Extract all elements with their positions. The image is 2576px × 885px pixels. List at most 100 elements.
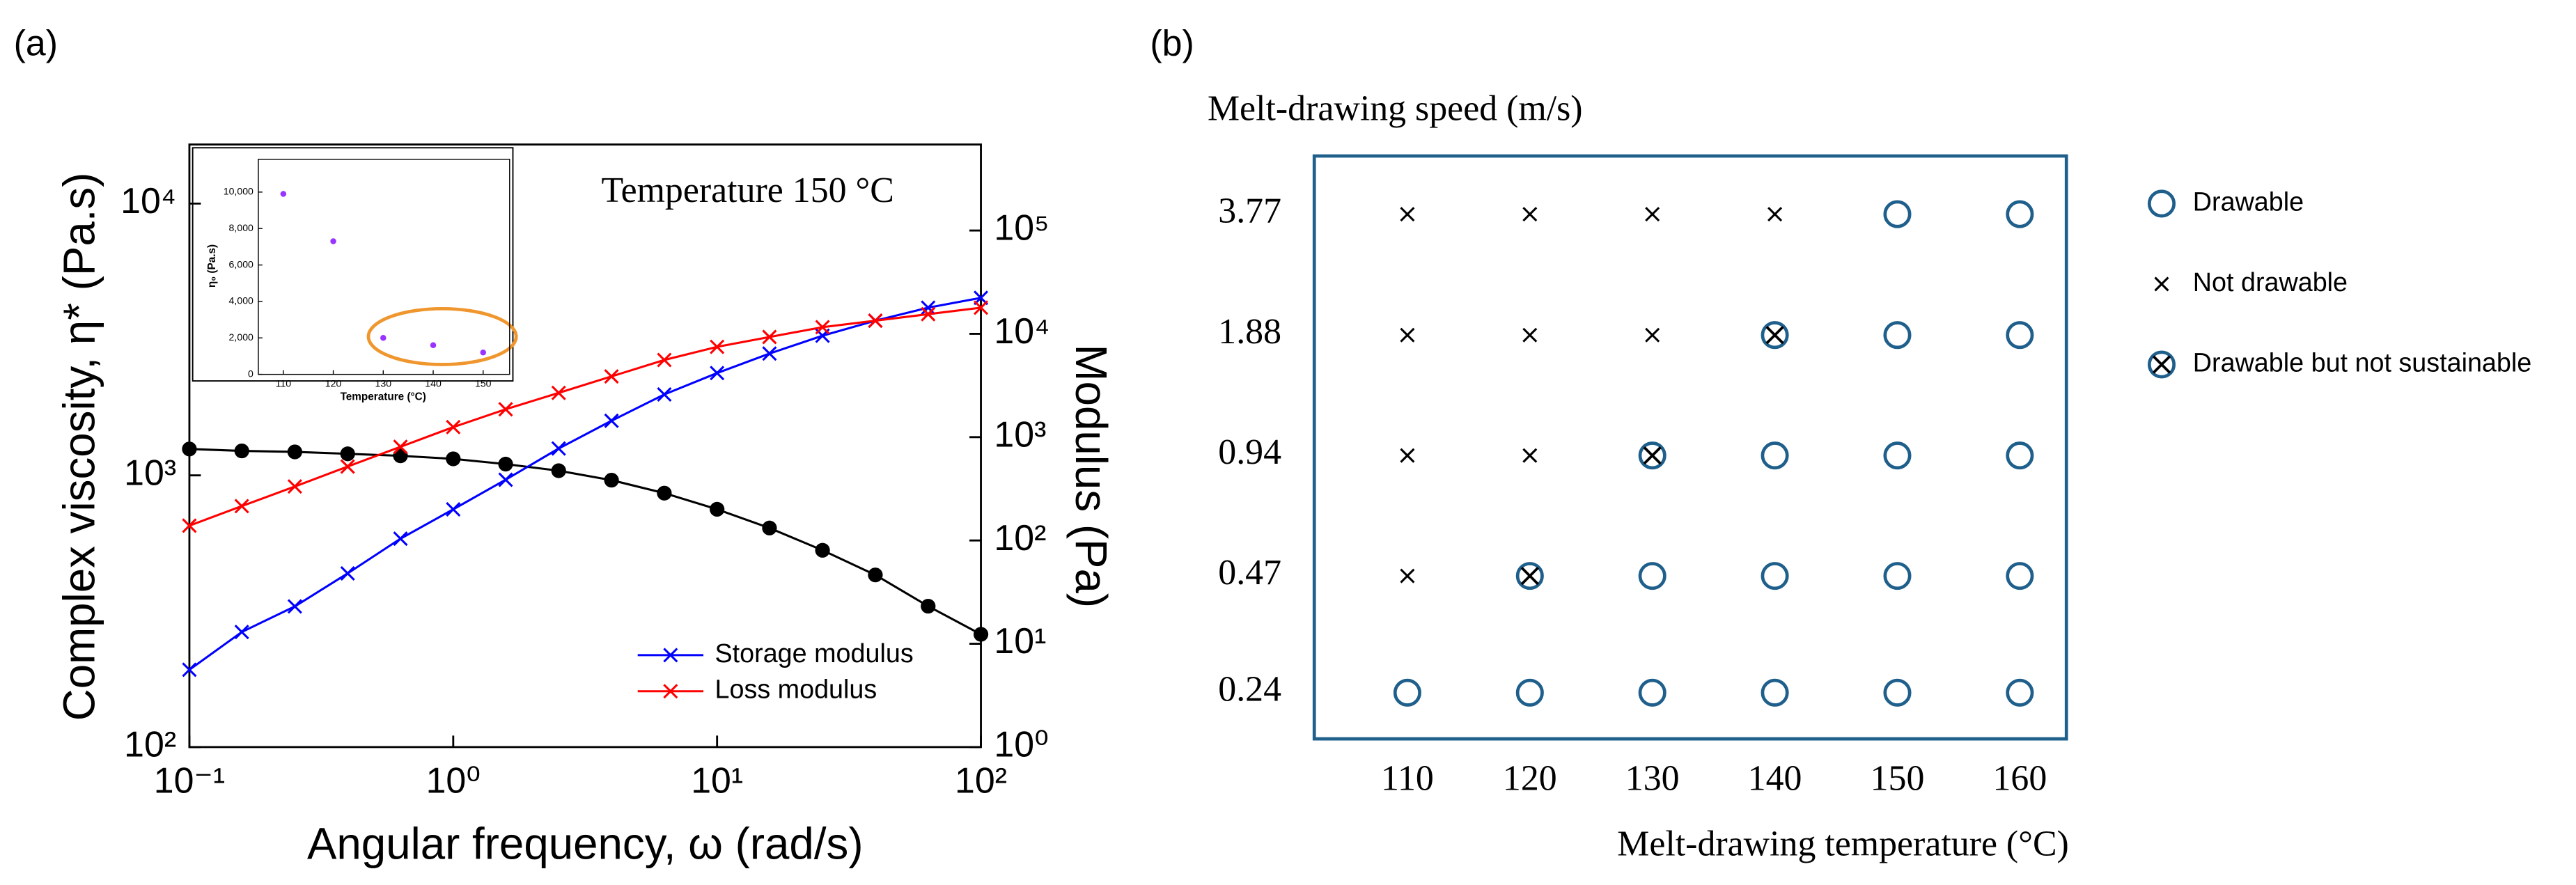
x-tick-label: 10¹ bbox=[691, 760, 743, 801]
x-tick-label: 130 bbox=[375, 378, 392, 389]
marker-dot bbox=[657, 485, 672, 501]
marker-dot bbox=[551, 463, 566, 478]
marker bbox=[1522, 207, 1538, 222]
marker-cross bbox=[663, 648, 678, 663]
marker-cross bbox=[287, 479, 302, 494]
marker-cross bbox=[1522, 327, 1538, 343]
y-tick-label: 10⁴ bbox=[120, 180, 176, 221]
x-tick-label: 160 bbox=[1992, 758, 2047, 798]
marker-cross bbox=[974, 300, 989, 315]
marker-ring bbox=[1393, 678, 1421, 707]
marker-cross bbox=[551, 385, 566, 400]
marker bbox=[1761, 678, 1789, 707]
marker-dot bbox=[604, 472, 619, 488]
marker-cross bbox=[446, 419, 461, 434]
x-tick-label: 150 bbox=[475, 378, 492, 389]
marker bbox=[710, 366, 725, 381]
y2-tick-label: 10³ bbox=[994, 414, 1046, 454]
marker bbox=[234, 499, 249, 514]
marker bbox=[762, 329, 777, 345]
marker-cross bbox=[1522, 448, 1538, 463]
marker-cross bbox=[663, 684, 678, 699]
marker-cross bbox=[710, 366, 725, 381]
marker bbox=[287, 599, 302, 614]
marker-ring bbox=[1883, 441, 1912, 470]
marker-ring bbox=[2006, 200, 2034, 228]
marker-cross bbox=[1400, 448, 1415, 463]
marker bbox=[762, 346, 777, 361]
marker-cross bbox=[498, 402, 513, 417]
marker-cross bbox=[1520, 567, 1539, 586]
series-line bbox=[189, 306, 981, 527]
marker-cross bbox=[921, 306, 936, 322]
axes-frame bbox=[258, 159, 510, 375]
marker-cross bbox=[1765, 326, 1784, 345]
marker-cross bbox=[604, 413, 619, 428]
marker-ring bbox=[1883, 562, 1912, 590]
marker bbox=[551, 385, 566, 400]
marker-cross bbox=[393, 439, 408, 455]
x-axis-label: Melt-drawing temperature (°C) bbox=[1617, 824, 2069, 864]
marker-ring bbox=[1761, 562, 1789, 590]
marker bbox=[1393, 678, 1421, 707]
marker-cross bbox=[1400, 327, 1415, 343]
marker bbox=[393, 448, 408, 464]
y-tick-label: 2,000 bbox=[229, 331, 253, 343]
marker bbox=[330, 238, 336, 244]
marker bbox=[182, 441, 197, 457]
marker-ring bbox=[1883, 321, 1912, 350]
marker bbox=[1400, 568, 1415, 584]
marker-cross bbox=[340, 459, 355, 474]
x-tick-label: 10² bbox=[955, 760, 1007, 801]
x-tick-label: 150 bbox=[1871, 758, 1925, 798]
marker bbox=[1645, 207, 1660, 222]
panel-label: (b) bbox=[1150, 23, 1194, 63]
marker bbox=[663, 648, 678, 663]
marker-dot bbox=[393, 448, 408, 464]
marker bbox=[2154, 276, 2169, 292]
marker bbox=[1638, 441, 1666, 470]
marker bbox=[1522, 327, 1538, 343]
marker-cross bbox=[2154, 276, 2169, 292]
marker-ring bbox=[1638, 562, 1666, 590]
marker-ring bbox=[1638, 678, 1666, 707]
highlight-ellipse bbox=[366, 306, 518, 366]
marker bbox=[1761, 321, 1789, 350]
marker-dot bbox=[868, 567, 883, 583]
marker-ring bbox=[2006, 321, 2034, 350]
marker-cross bbox=[921, 300, 936, 315]
marker bbox=[1883, 441, 1912, 470]
marker bbox=[1767, 207, 1783, 222]
marker bbox=[1883, 200, 1912, 228]
y-tick-label: 10³ bbox=[124, 452, 176, 492]
marker bbox=[710, 339, 725, 354]
series-line bbox=[189, 297, 981, 671]
inset-y-label: η₀ (Pa.s) bbox=[206, 244, 218, 288]
marker-dot bbox=[446, 451, 461, 467]
marker-ring bbox=[1761, 321, 1789, 350]
x-tick-label: 140 bbox=[425, 378, 442, 389]
marker-cross bbox=[762, 346, 777, 361]
legend-label: Storage modulus bbox=[715, 639, 914, 668]
marker bbox=[393, 439, 408, 455]
series-line bbox=[189, 448, 982, 636]
marker bbox=[1883, 678, 1912, 707]
marker bbox=[2006, 562, 2034, 590]
y-tick-label: 10,000 bbox=[224, 186, 253, 197]
marker-dot bbox=[921, 598, 936, 614]
legend-label: Drawable bbox=[2193, 187, 2304, 216]
marker bbox=[430, 342, 437, 348]
y-tick-label: 3.77 bbox=[1218, 191, 1281, 231]
y-tick-label: 4,000 bbox=[229, 295, 253, 306]
marker-cross bbox=[393, 531, 408, 547]
legend-label: Loss modulus bbox=[715, 675, 877, 704]
marker bbox=[446, 419, 461, 434]
marker bbox=[287, 444, 302, 460]
marker bbox=[2006, 200, 2034, 228]
panel-label: (a) bbox=[14, 23, 58, 63]
marker-cross bbox=[182, 518, 197, 533]
marker bbox=[498, 472, 513, 487]
marker bbox=[657, 485, 672, 501]
